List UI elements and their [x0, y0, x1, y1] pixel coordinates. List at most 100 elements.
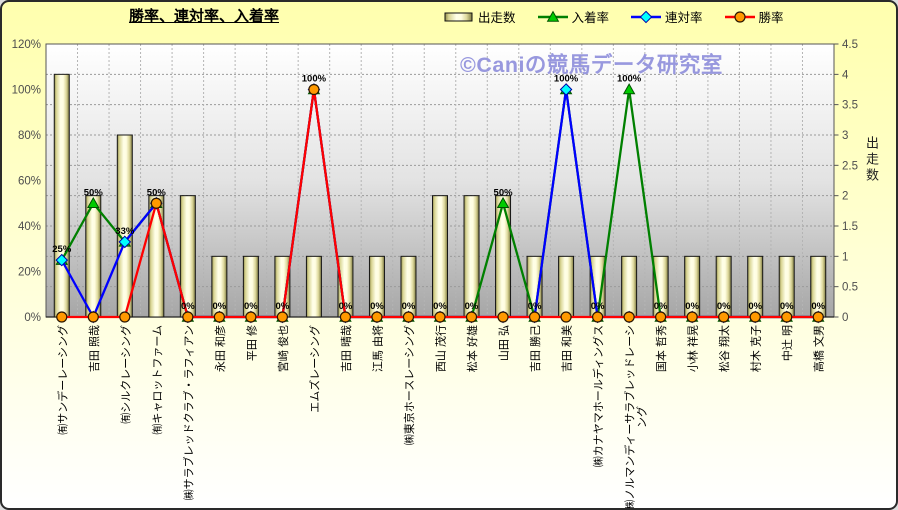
triangle-marker-icon	[496, 196, 510, 208]
circle-marker-icon	[87, 311, 99, 323]
circle-marker-icon	[497, 311, 509, 323]
right-axis-tick-label: 0.5	[842, 282, 858, 294]
data-label: 100%	[554, 74, 579, 85]
right-axis-tick-label: 1.5	[842, 221, 858, 233]
legend-label: 勝率	[758, 11, 784, 25]
data-label: 0%	[528, 301, 542, 312]
right-axis-tick-label: 4.5	[842, 39, 858, 51]
data-label: 100%	[617, 74, 642, 85]
bar-starts	[621, 255, 638, 318]
data-label: 50%	[494, 187, 514, 198]
circle-swatch-icon	[724, 10, 755, 23]
category-label: 中辻 明	[780, 325, 794, 361]
circle-marker-icon	[781, 311, 793, 323]
legend-item: 出走数	[443, 7, 516, 26]
circle-marker-icon	[718, 311, 730, 323]
right-axis-tick-label: 3.5	[842, 100, 858, 112]
bar-starts	[53, 73, 70, 318]
data-label: 25%	[52, 244, 72, 255]
diamond-marker-icon	[639, 10, 653, 23]
category-label: 吉田 晴哉	[339, 325, 353, 372]
category-label: 江馬 由将	[370, 325, 384, 372]
category-label: ㈱カナヤマホールディングス	[591, 325, 605, 467]
triangle-swatch-icon	[537, 10, 568, 22]
circle-marker-icon	[749, 311, 761, 323]
watermark-text: ©Caniの競馬データ研究室	[460, 53, 723, 77]
circle-marker-icon	[150, 197, 162, 209]
data-label: 0%	[402, 301, 416, 312]
circle-marker-icon	[528, 311, 541, 323]
category-label: 吉田 照哉	[87, 325, 101, 372]
category-label: ㈱ノルマンディーサラブレッドレーシ	[623, 325, 637, 510]
left-axis-tick-label: 120%	[12, 39, 41, 51]
circle-marker-icon	[402, 311, 415, 323]
data-label: 50%	[147, 187, 167, 198]
right-axis-tick-label: 3	[842, 130, 848, 142]
legend-item: 連対率	[630, 7, 703, 26]
circle-marker-icon	[308, 83, 320, 96]
right-axis-tick-label: 4	[842, 69, 849, 81]
circle-marker-icon	[686, 311, 698, 323]
data-label: 0%	[339, 301, 353, 312]
circle-marker-icon	[560, 311, 572, 323]
left-axis-tick-label: 40%	[18, 221, 41, 233]
category-label: ㈲キャロットファーム	[151, 325, 164, 435]
data-label: 0%	[685, 301, 699, 312]
category-label: 吉田 和美	[561, 325, 574, 372]
data-label: 0%	[717, 301, 731, 312]
bar-swatch-icon	[444, 12, 473, 21]
category-label: ㈲シルクレーシング	[118, 325, 132, 424]
category-label: 村木 克子	[749, 325, 763, 372]
circle-marker-icon	[733, 10, 746, 23]
bar-starts	[148, 195, 165, 318]
data-label: 100%	[302, 74, 327, 85]
bar-swatch-rect	[444, 12, 473, 21]
category-label: 宮崎 俊也	[276, 325, 290, 372]
circle-marker-icon	[182, 311, 194, 323]
data-label: 0%	[811, 301, 825, 312]
circle-marker-icon	[213, 311, 225, 323]
legend-label: 連対率	[665, 11, 703, 25]
left-axis-tick-label: 0%	[24, 312, 41, 324]
diamond-marker-icon	[559, 83, 573, 96]
diamond-marker-icon	[118, 235, 132, 249]
category-label: 国本 哲秀	[654, 325, 668, 372]
triangle-marker-icon	[87, 196, 100, 208]
data-label: 0%	[465, 301, 479, 312]
diamond-swatch-icon	[631, 10, 662, 23]
data-label: 0%	[244, 301, 258, 312]
category-label: 吉田 勝己	[528, 325, 542, 372]
category-label: 松本 好雄	[465, 325, 479, 372]
category-label: エムズレーシング	[307, 325, 321, 413]
legend-label: 出走数	[478, 11, 516, 25]
bar-starts	[432, 195, 448, 318]
left-axis-tick-label: 80%	[18, 130, 41, 142]
category-label: 平田 修	[244, 325, 258, 361]
circle-marker-icon	[465, 311, 478, 323]
circle-marker-icon	[245, 311, 257, 323]
data-label: 0%	[748, 301, 762, 312]
circle-marker-icon	[371, 311, 383, 323]
data-label: 0%	[433, 301, 447, 312]
chart-title: 勝率、連対率、入着率	[128, 8, 279, 25]
category-label: ㈲サンデーレーシング	[55, 325, 69, 435]
data-label: 50%	[84, 187, 104, 198]
circle-marker-icon	[434, 311, 446, 323]
diamond-marker-icon	[55, 253, 69, 267]
bar-starts	[495, 195, 512, 318]
circle-marker-icon	[812, 311, 824, 323]
triangle-marker-icon	[546, 10, 559, 22]
circle-marker-icon	[339, 311, 352, 323]
data-label: 33%	[115, 226, 135, 237]
circle-marker-icon	[655, 311, 667, 323]
data-label: 0%	[591, 301, 605, 312]
triangle-marker-icon	[622, 83, 636, 95]
category-label-line2: ング	[635, 406, 649, 428]
category-label: 小林 祥晃	[686, 325, 700, 372]
category-label: ㈱東京ホースレーシング	[402, 325, 416, 445]
left-axis-tick-label: 20%	[18, 267, 41, 279]
circle-marker-icon	[591, 311, 604, 323]
legend: 出走数 入着率 連対率 勝率	[443, 7, 784, 26]
